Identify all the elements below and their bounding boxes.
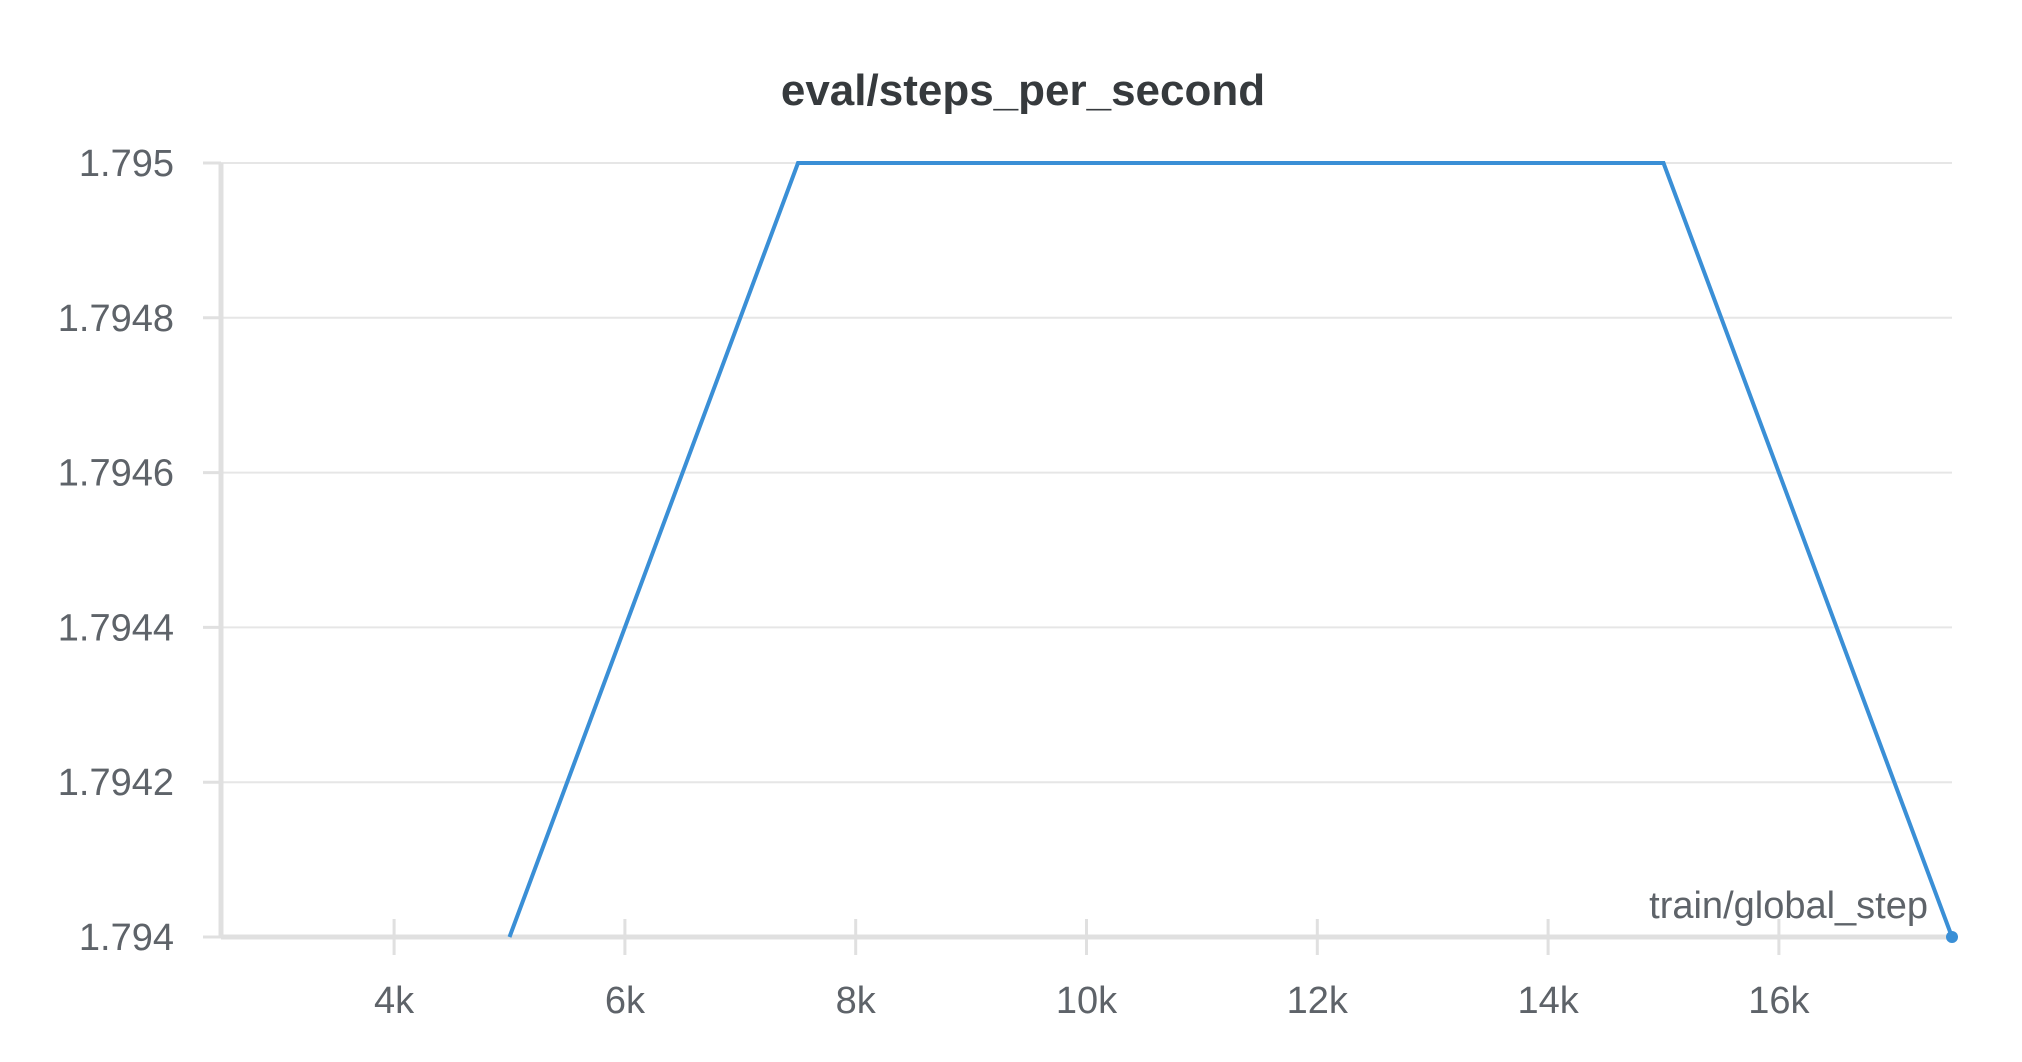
x-tick-label: 12k bbox=[1287, 980, 1349, 1022]
x-tick-label: 14k bbox=[1517, 980, 1579, 1022]
x-tick-label: 16k bbox=[1748, 980, 1810, 1022]
axes bbox=[203, 161, 1952, 955]
x-tick-label: 10k bbox=[1056, 980, 1118, 1022]
series-endpoint bbox=[1946, 931, 1958, 943]
chart-title: eval/steps_per_second bbox=[781, 66, 1265, 115]
series-layer bbox=[507, 161, 1958, 943]
y-tick-label: 1.795 bbox=[79, 143, 174, 185]
x-tick-label: 4k bbox=[374, 980, 415, 1022]
series-line bbox=[507, 161, 1954, 938]
y-tick-label: 1.7948 bbox=[58, 298, 174, 340]
y-tick-label: 1.7944 bbox=[58, 607, 174, 649]
x-tick-label: 8k bbox=[836, 980, 877, 1022]
y-tick-label: 1.794 bbox=[79, 917, 174, 959]
y-tick-label: 1.7946 bbox=[58, 453, 174, 495]
x-axis-title: train/global_step bbox=[1649, 885, 1928, 927]
grid bbox=[221, 162, 1952, 938]
y-tick-label: 1.7942 bbox=[58, 762, 174, 804]
x-tick-label: 6k bbox=[605, 980, 646, 1022]
tick-labels: 1.794 1.7942 1.7944 1.7946 1.7948 1.795 4k 6k 8k… bbox=[58, 143, 1811, 1022]
